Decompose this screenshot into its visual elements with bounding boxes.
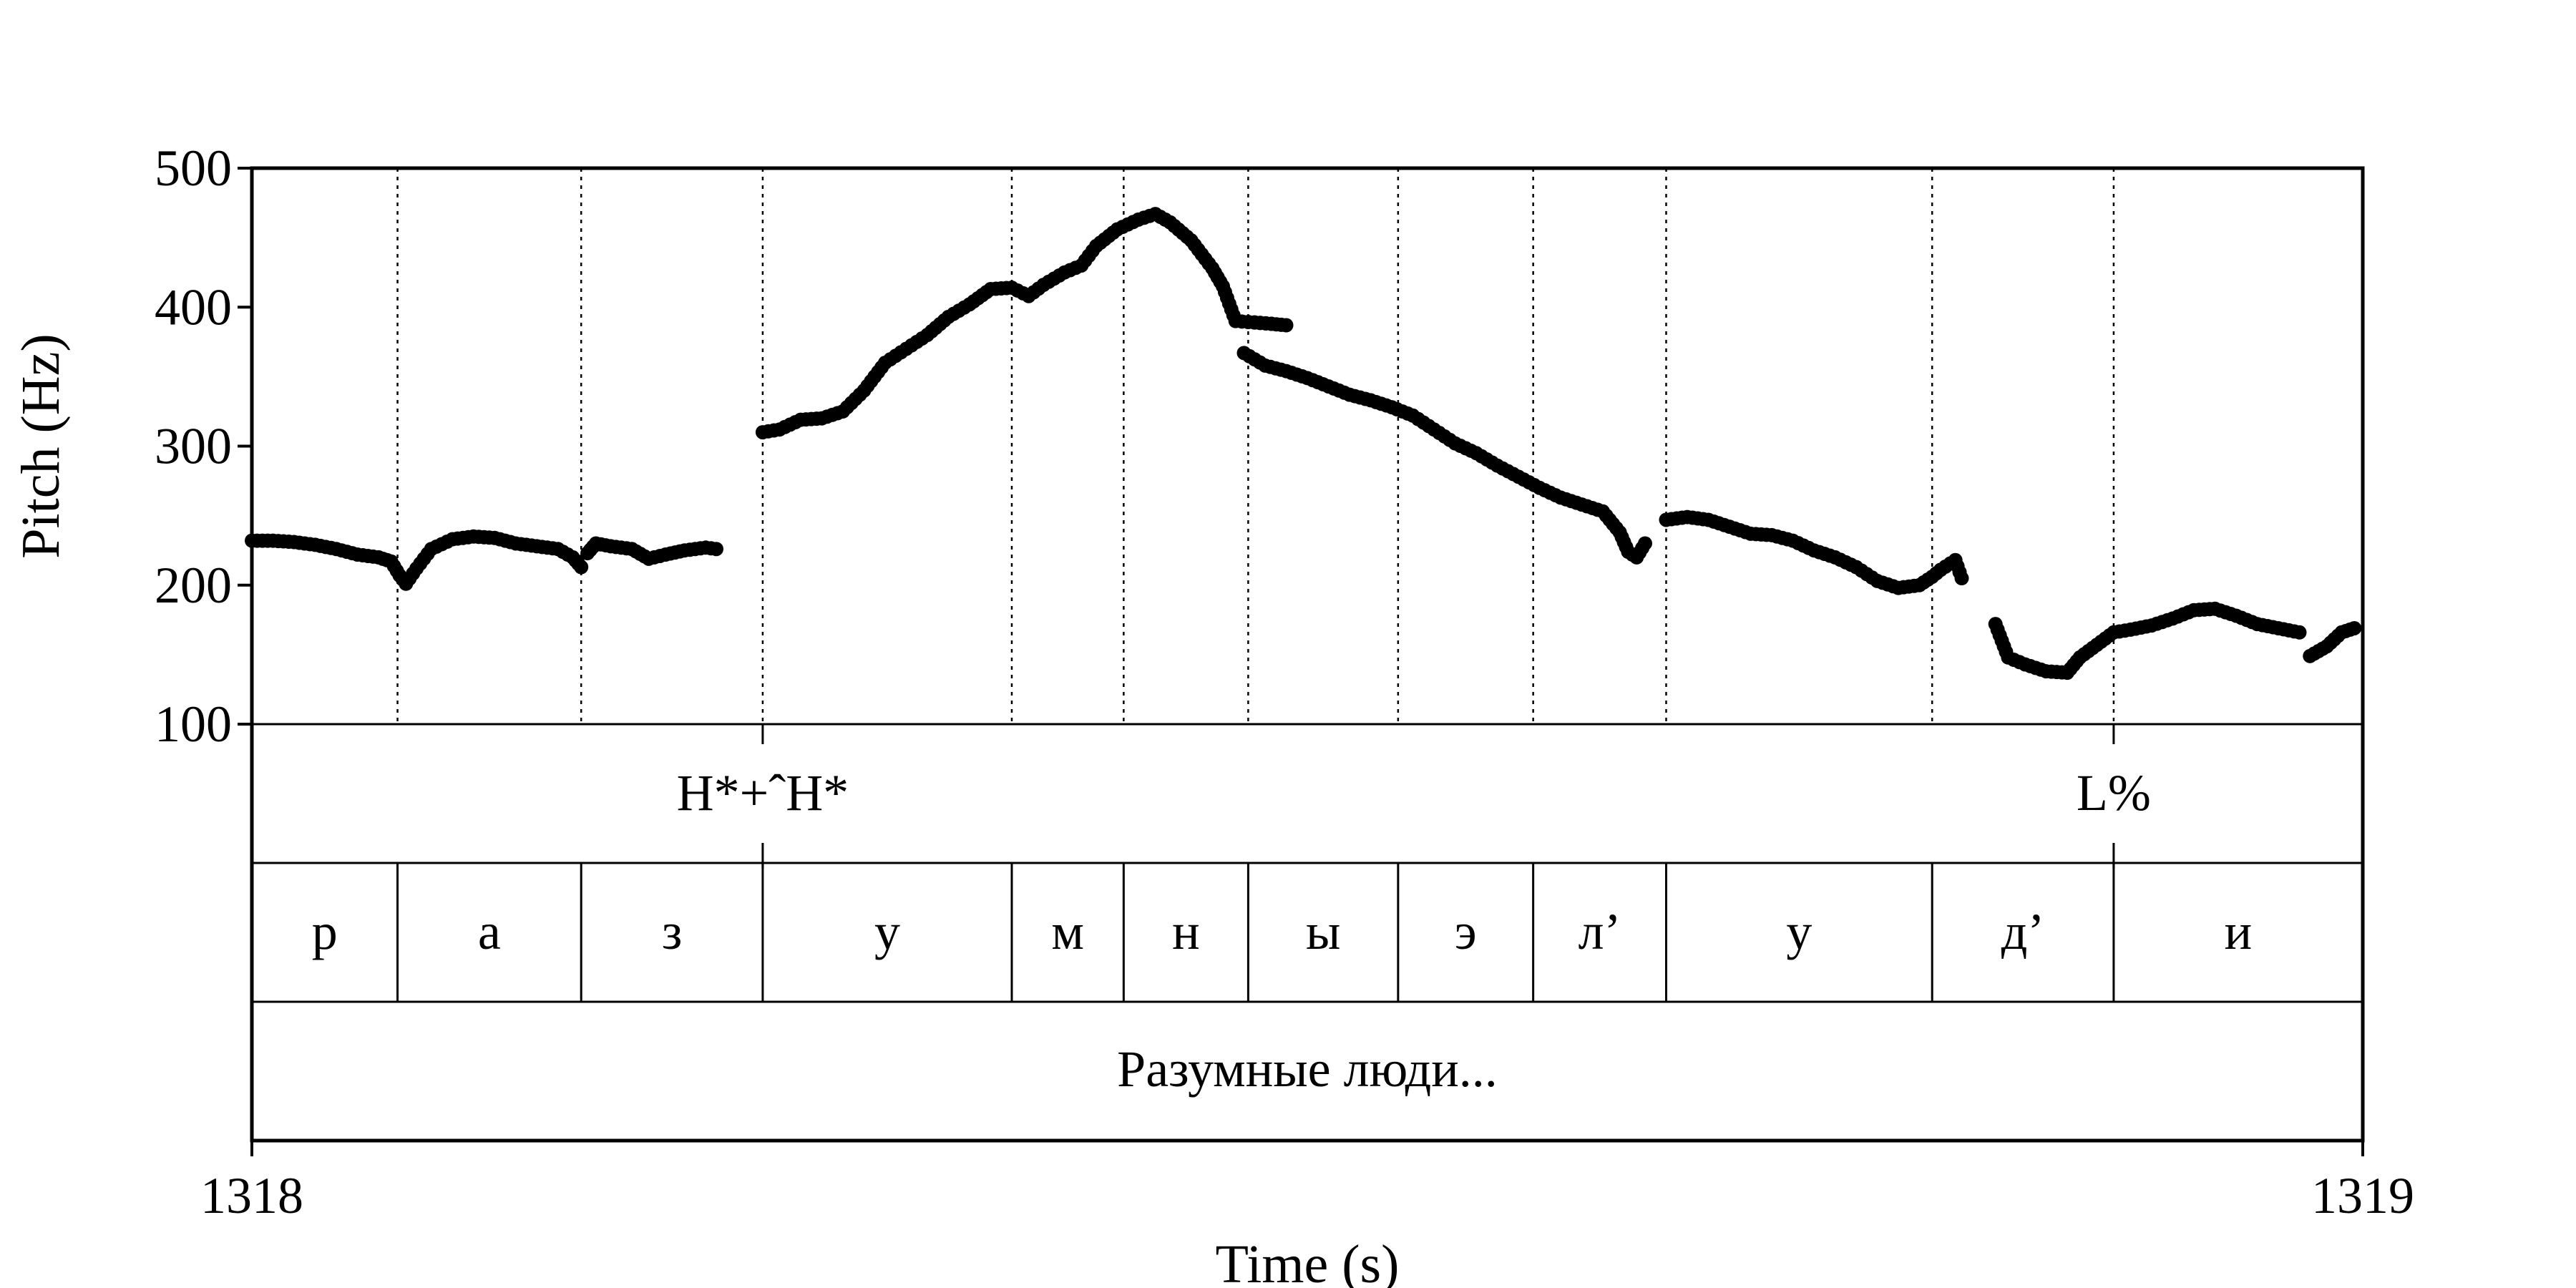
x-axis-title: Time (s) <box>1216 1234 1400 1288</box>
pitch-point <box>2347 620 2362 635</box>
y-tick-label: 100 <box>155 696 232 753</box>
phone-label: у <box>1786 903 1812 960</box>
y-axis-title: Pitch (Hz) <box>11 333 71 558</box>
pitch-point <box>709 542 723 557</box>
phone-label: л’ <box>1579 903 1621 960</box>
y-tick-label: 200 <box>155 557 232 614</box>
y-tick-label: 400 <box>155 278 232 336</box>
phone-label: ы <box>1306 903 1340 960</box>
tone-label: L% <box>2077 764 2151 821</box>
x-tick-label-start: 1318 <box>200 1167 303 1224</box>
phone-label: з <box>662 903 682 960</box>
phone-label: р <box>312 903 338 960</box>
pitch-plot-frame <box>250 166 2365 1143</box>
tone-label: H*+ˆH* <box>677 764 849 821</box>
annotation-tiers: H*+ˆH* L% р а з у м н ы э л’ у д’ и Разумные люди... <box>312 724 2252 1098</box>
y-tick-label: 300 <box>155 418 232 475</box>
y-tick-label: 500 <box>155 140 232 197</box>
boundary-lines <box>396 168 2115 724</box>
phone-label: и <box>2225 903 2253 960</box>
pitch-point <box>574 560 589 575</box>
pitch-track <box>245 207 2362 680</box>
phone-label: д’ <box>2001 903 2045 960</box>
pitch-point <box>1279 318 1294 333</box>
x-axis: 1318 1319 Time (s) <box>200 1141 2414 1288</box>
phone-label: м <box>1051 903 1084 960</box>
plot-border <box>250 166 2365 1143</box>
pitch-point <box>2292 625 2307 640</box>
x-tick-label-end: 1319 <box>2311 1167 2414 1224</box>
phone-label: а <box>478 903 501 960</box>
pitch-point <box>1954 571 1969 586</box>
y-axis: 100 200 300 400 500 <box>155 140 252 753</box>
word-label: Разумные люди... <box>1117 1040 1498 1098</box>
phone-label: н <box>1172 903 1200 960</box>
phone-label: у <box>874 903 900 960</box>
pitch-point <box>1638 536 1652 551</box>
phone-label: э <box>1455 903 1477 960</box>
